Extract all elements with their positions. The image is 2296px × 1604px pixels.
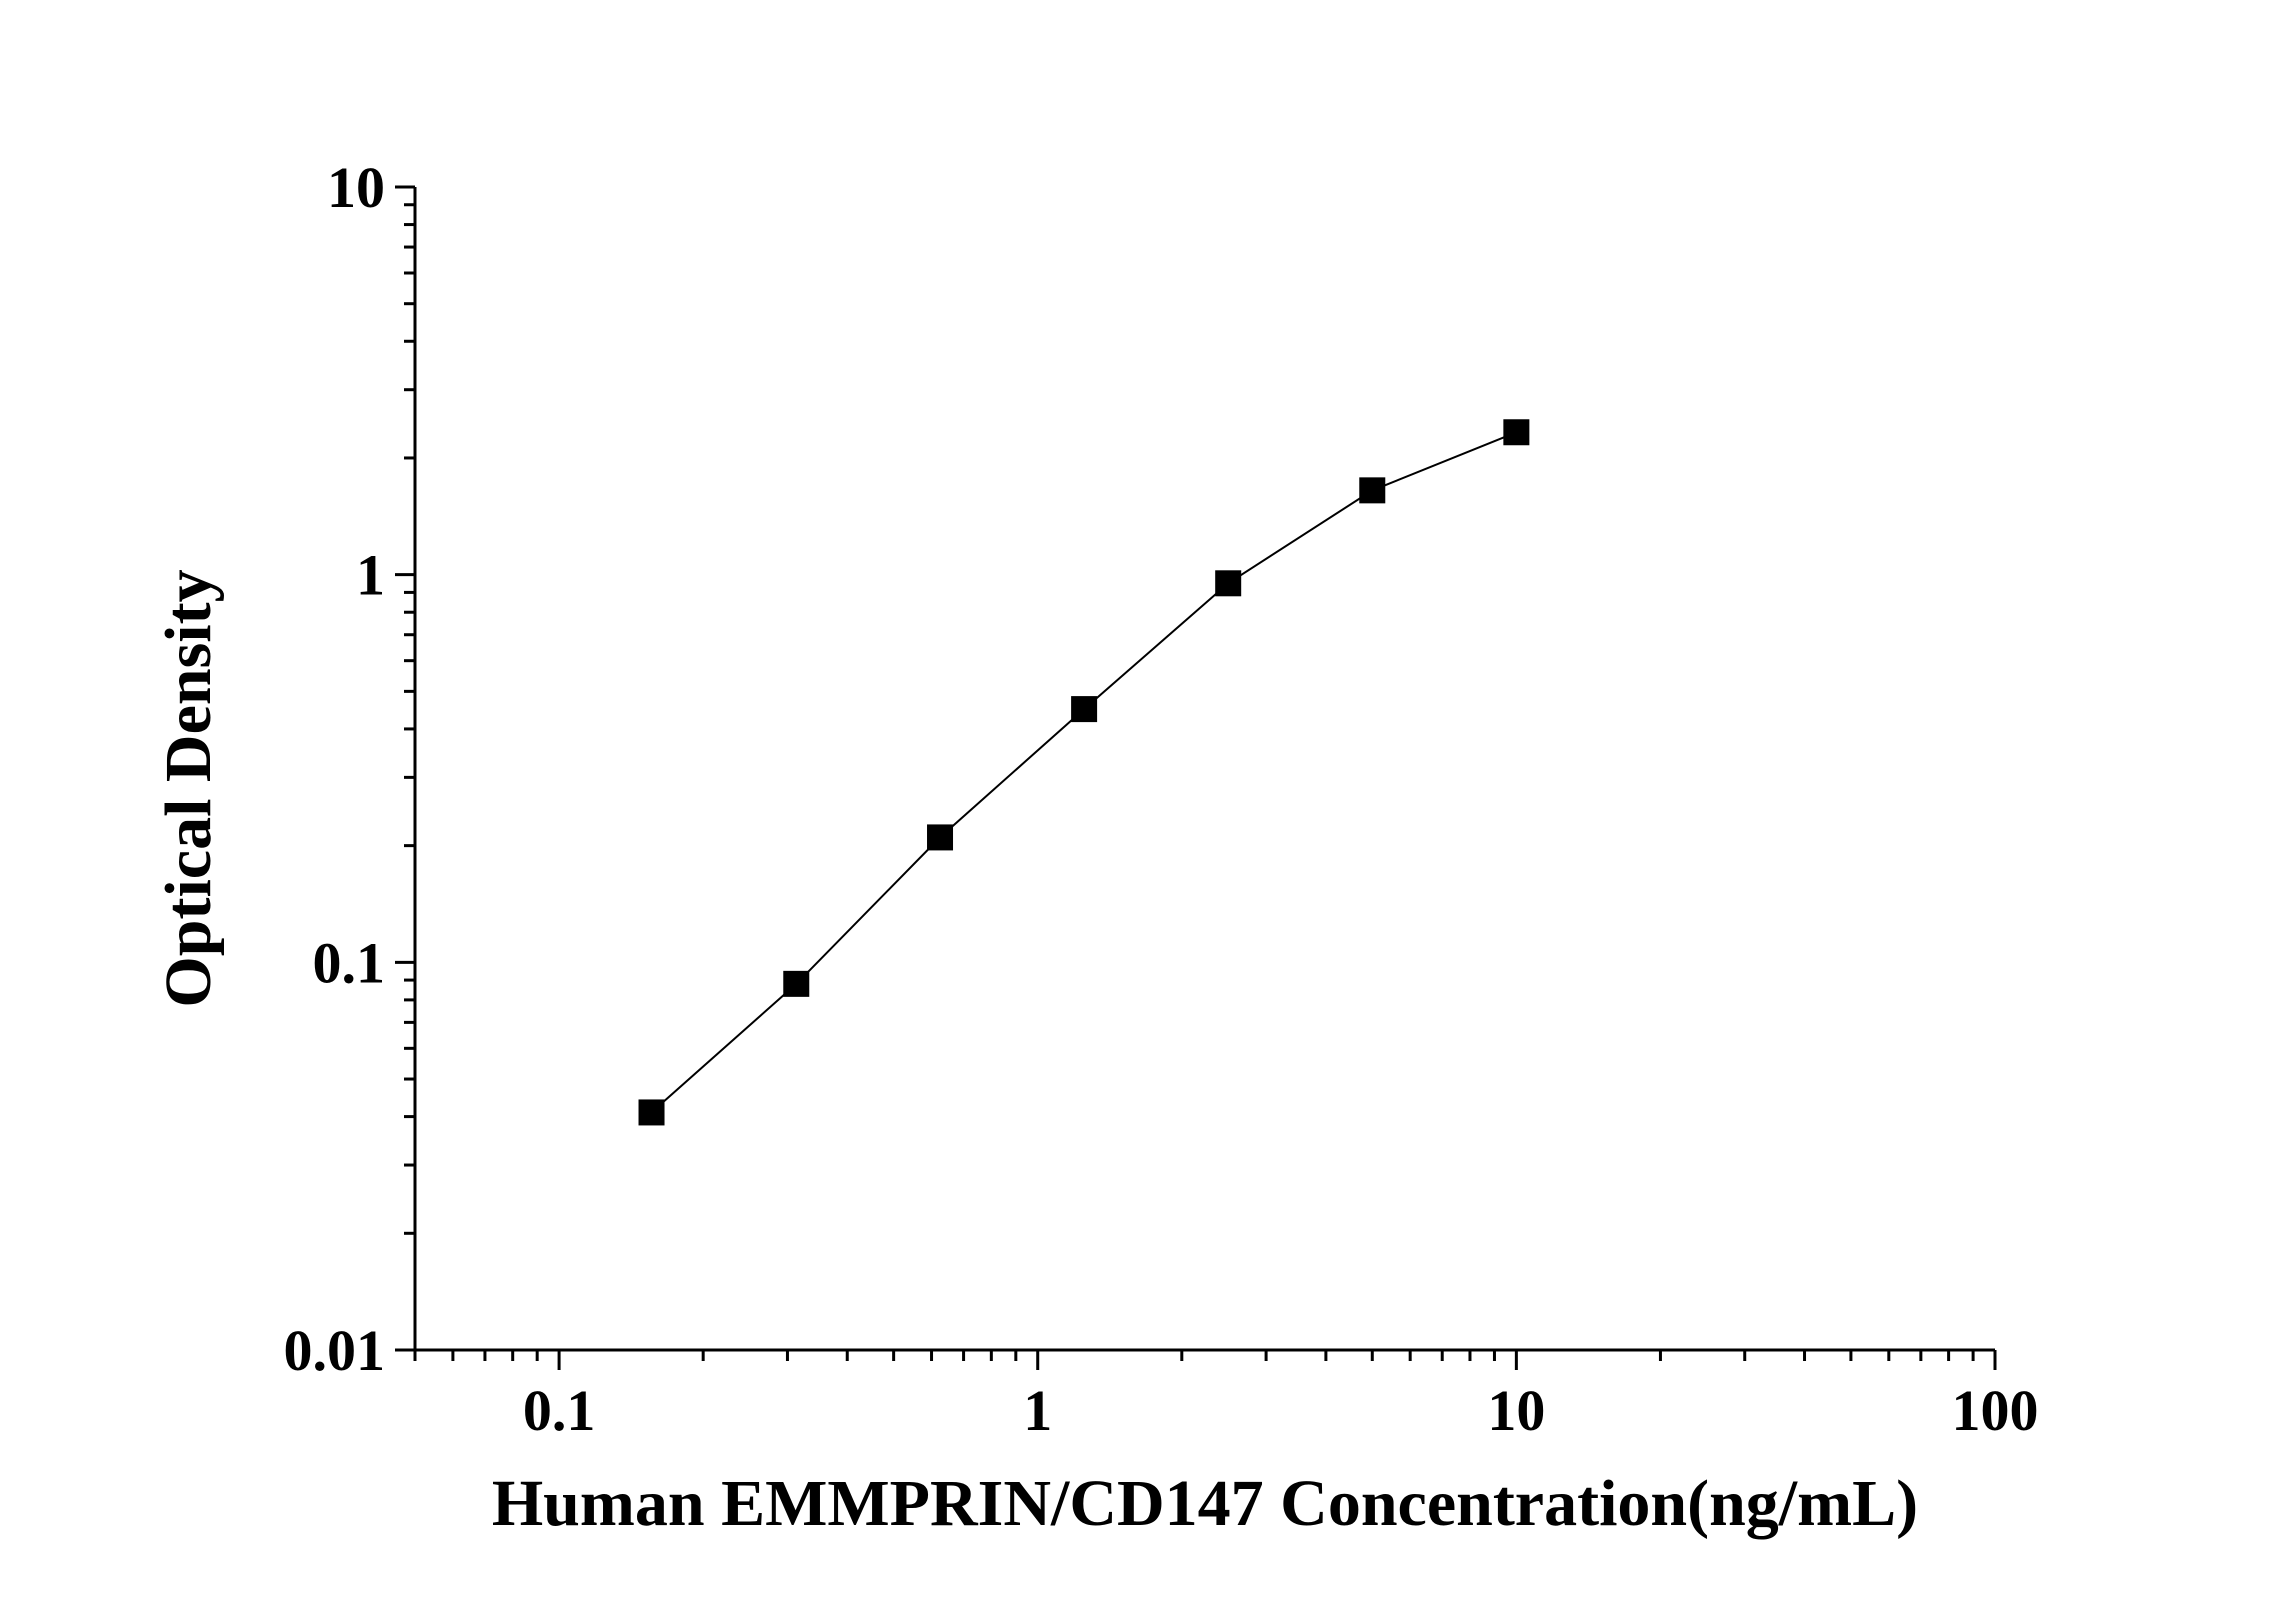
data-point-marker [783, 970, 810, 997]
x-axis-ticks [413, 1350, 1997, 1370]
x-axis-title: Human EMMPRIN/CD147 Concentration(ng/mL) [492, 1467, 1918, 1540]
y-tick-label: 1 [356, 543, 385, 608]
x-tick-label: 0.1 [523, 1378, 596, 1443]
data-point-marker [1503, 419, 1530, 446]
x-tick-label: 1 [1023, 1378, 1052, 1443]
x-tick-label: 100 [1952, 1378, 2039, 1443]
series-line [650, 431, 1517, 1114]
y-tick-label: 10 [327, 155, 385, 220]
y-tick-label: 0.01 [284, 1318, 386, 1383]
axes: 0.01 0.1 1 10 0.1 1 10 100 [284, 155, 2039, 1443]
y-axis-ticks [395, 185, 415, 1352]
x-tick-label: 10 [1487, 1378, 1545, 1443]
data-point-marker [638, 1099, 665, 1126]
y-tick-label: 0.1 [313, 930, 386, 995]
data-series [638, 419, 1530, 1126]
y-axis-title: Optical Density [152, 569, 225, 1007]
y-axis-tick-labels: 0.01 0.1 1 10 [284, 155, 386, 1383]
x-axis-tick-labels: 0.1 1 10 100 [523, 1378, 2039, 1443]
data-point-marker [1359, 477, 1386, 504]
data-point-marker [927, 824, 954, 851]
data-point-marker [1071, 696, 1098, 723]
data-point-marker [1215, 570, 1242, 597]
